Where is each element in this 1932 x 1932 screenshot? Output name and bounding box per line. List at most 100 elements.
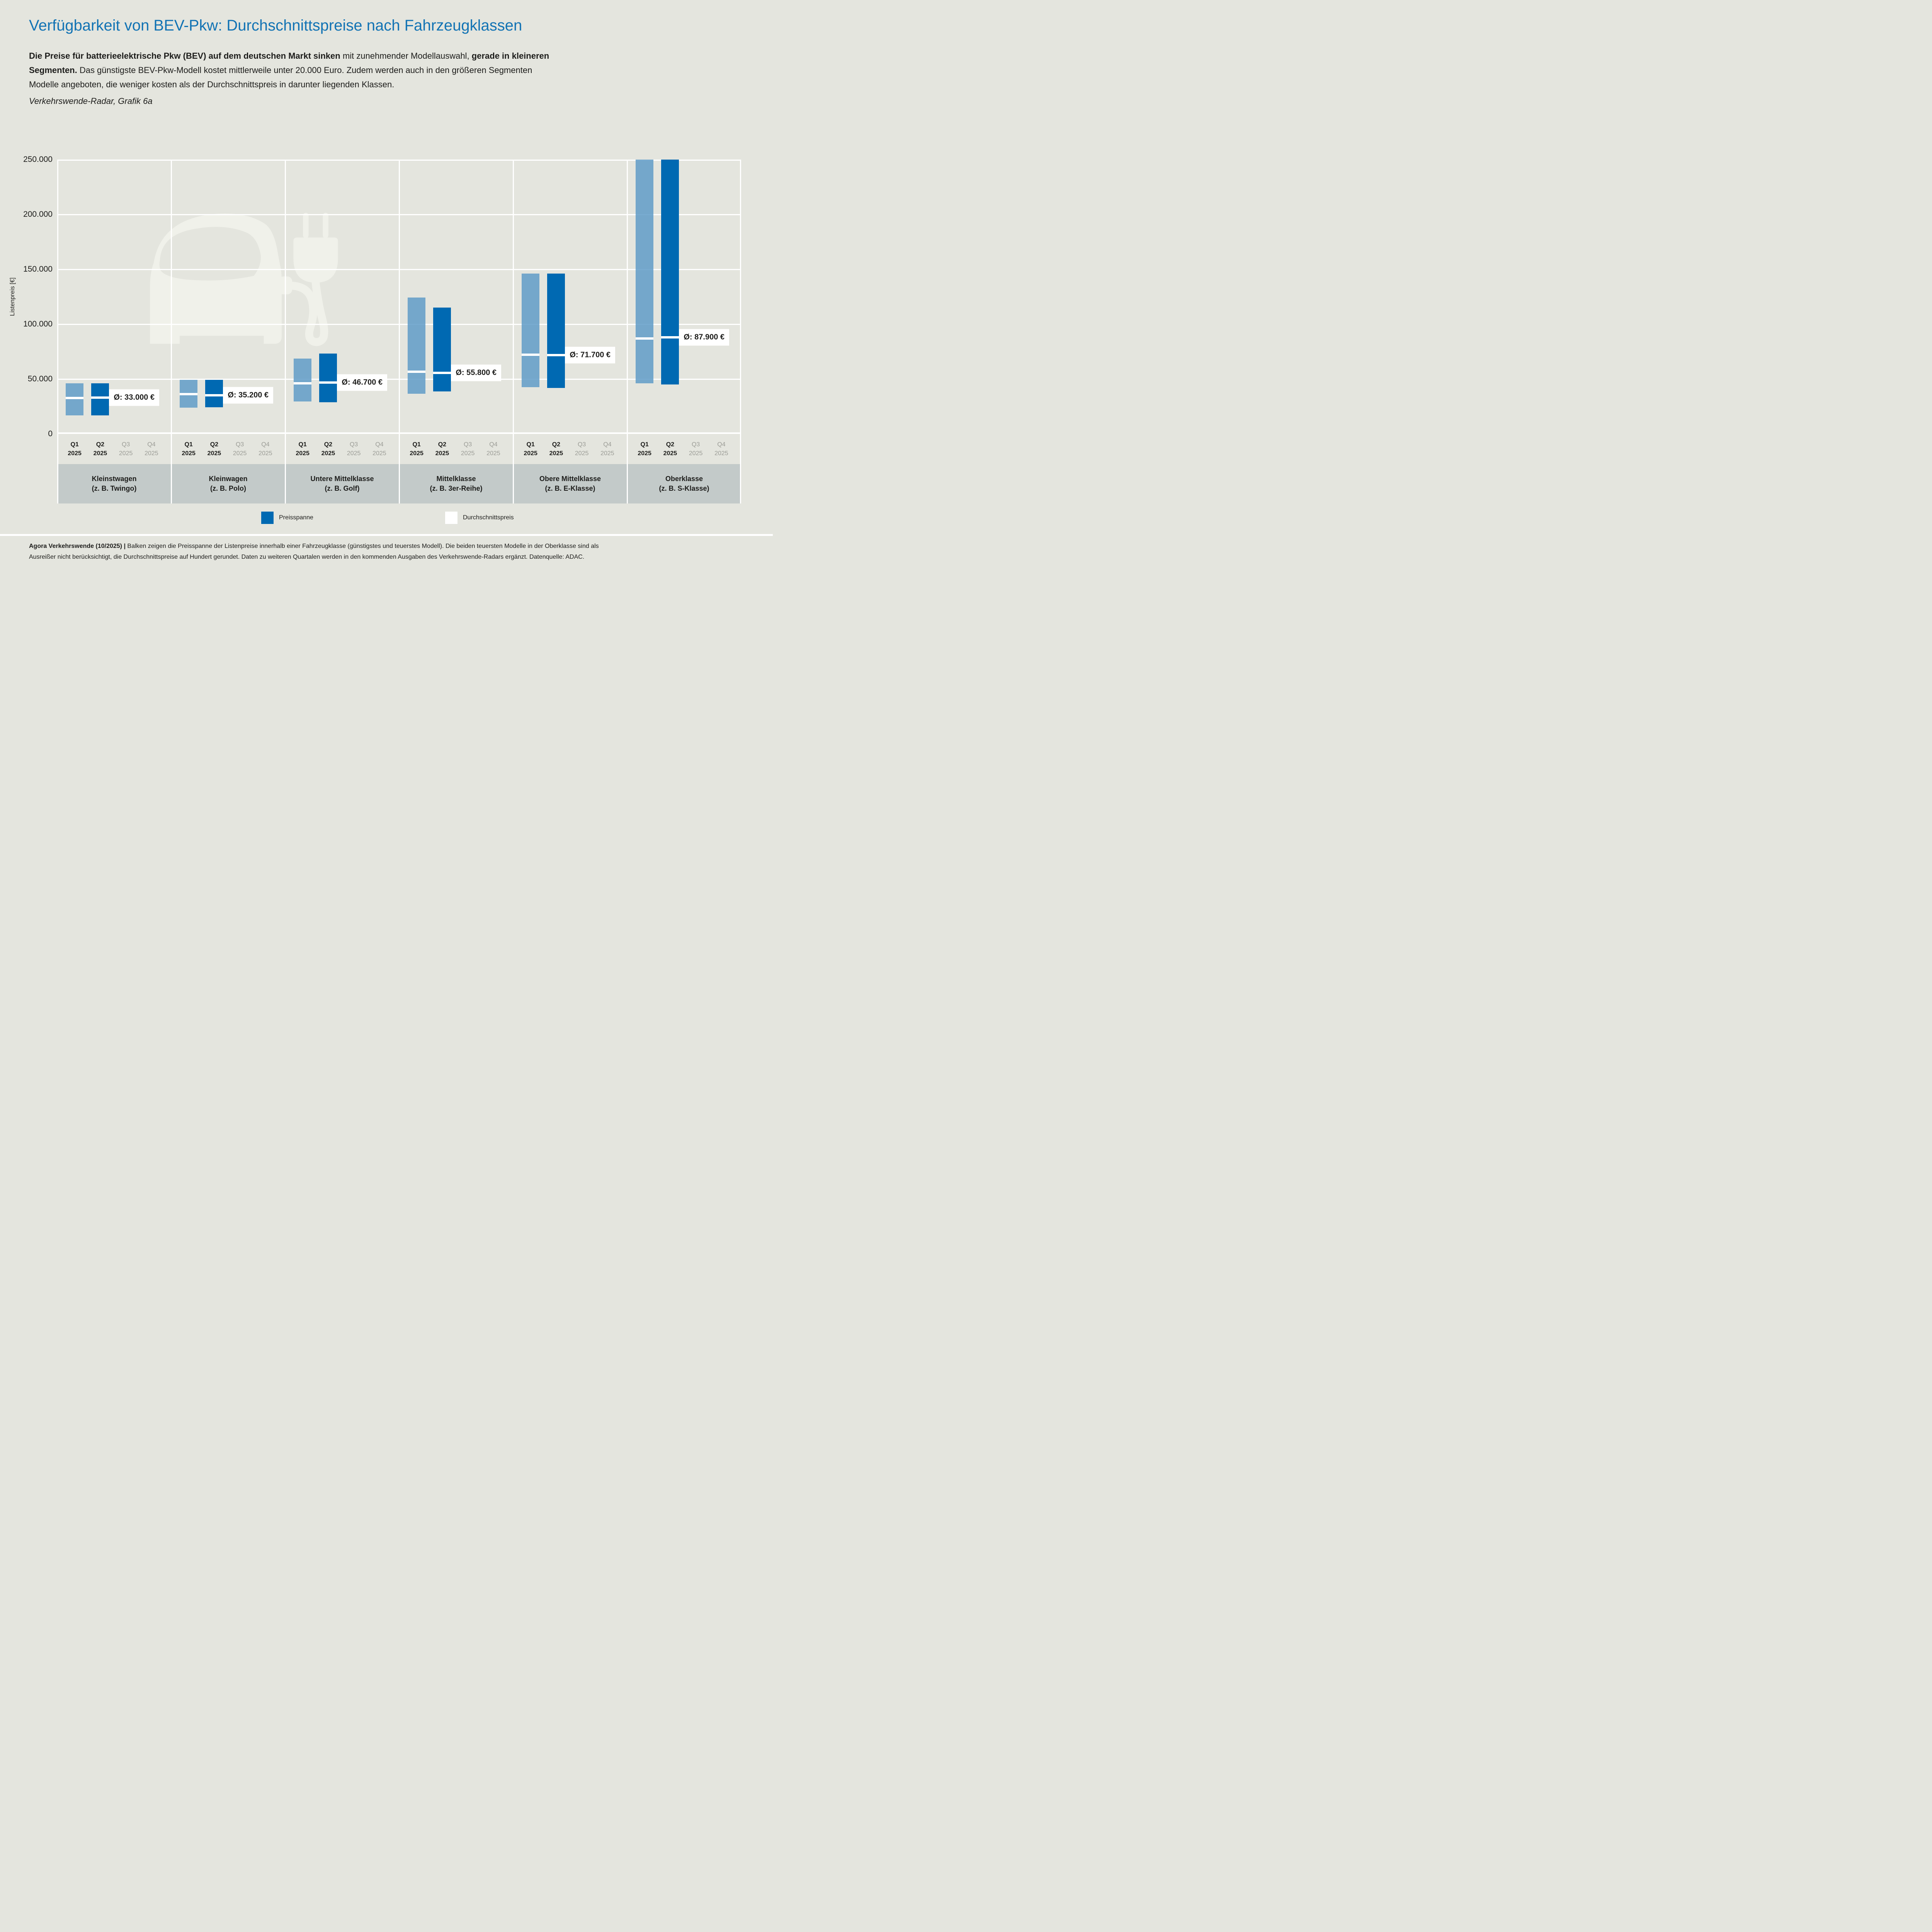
vehicle-class-label: Obere Mittelklasse (z. B. E-Klasse) — [513, 464, 627, 503]
average-price-label: Ø: 46.700 € — [337, 374, 387, 391]
average-price-label: Ø: 87.900 € — [679, 329, 729, 346]
quarter-year: 2025 — [486, 450, 500, 457]
class-name: Untere Mittelklasse — [310, 475, 374, 483]
quarter-label-q3: Q3 2025 — [113, 434, 139, 464]
price-range-bar — [547, 274, 565, 388]
average-price-line — [433, 371, 451, 374]
class-example: (z. B. Polo) — [210, 485, 246, 492]
quarter-label-q2: Q2 2025 — [429, 434, 455, 464]
average-price-line — [522, 353, 540, 356]
footer-line-1-text: Balken zeigen die Preisspanne der Listen… — [127, 543, 599, 549]
quarter-name: Q3 — [235, 441, 244, 448]
quarter-name: Q2 — [666, 441, 675, 448]
average-price-line — [205, 394, 223, 397]
quarter-name: Q4 — [489, 441, 498, 448]
quarter-year: 2025 — [600, 450, 614, 457]
quarter-year: 2025 — [638, 450, 651, 457]
intro-text: Die Preise für batterieelektrische Pkw (… — [29, 49, 549, 92]
legend-item-durchschnittspreis: Durchschnittspreis — [445, 511, 514, 524]
charging-plug-watermark-icon — [288, 213, 338, 346]
class-name: Obere Mittelklasse — [539, 475, 601, 483]
quarter-name: Q1 — [184, 441, 193, 448]
intro-line-3: Modelle angeboten, die weniger kosten al… — [29, 77, 549, 92]
quarter-year: 2025 — [259, 450, 272, 457]
class-name: Oberklasse — [665, 475, 703, 483]
average-price-line — [408, 370, 426, 373]
quarter-year: 2025 — [296, 450, 310, 457]
quarter-name: Q2 — [210, 441, 219, 448]
y-axis-title: Listenpreis [€] — [9, 277, 16, 316]
quarter-axis: Q1 2025 Q2 2025 Q3 2025 Q4 2025 Q1 2025 Q2 2025 Q3 20… — [57, 434, 741, 464]
quarter-label-q3: Q3 2025 — [683, 434, 709, 464]
price-range-bar — [433, 308, 451, 391]
quarter-label-q1: Q1 2025 — [404, 434, 429, 464]
average-price-label: Ø: 55.800 € — [451, 364, 501, 381]
bars-layer: Ø: 33.000 € Ø: 35.200 € Ø: 46.700 € Ø: 55.8… — [57, 160, 741, 434]
class-name: Kleinwagen — [209, 475, 248, 483]
plot-area: Ø: 33.000 € Ø: 35.200 € Ø: 46.700 € Ø: 55.8… — [57, 160, 741, 434]
average-price-label: Ø: 33.000 € — [109, 389, 159, 406]
quarter-name: Q1 — [70, 441, 79, 448]
quarter-label-q2: Q2 2025 — [201, 434, 227, 464]
price-range-bar — [205, 379, 223, 408]
quarter-year: 2025 — [663, 450, 677, 457]
quarter-label-q4: Q4 2025 — [253, 434, 278, 464]
average-price-line — [91, 396, 109, 399]
quarter-name: Q1 — [412, 441, 421, 448]
quarter-label-q1: Q1 2025 — [518, 434, 543, 464]
quarter-year: 2025 — [347, 450, 361, 457]
class-example: (z. B. 3er-Reihe) — [430, 485, 483, 492]
quarter-year: 2025 — [575, 450, 589, 457]
vehicle-class-label: Mittelklasse (z. B. 3er-Reihe) — [399, 464, 513, 503]
quarter-name: Q3 — [121, 441, 130, 448]
quarter-name: Q4 — [717, 441, 726, 448]
quarter-label-q4: Q4 2025 — [139, 434, 164, 464]
page-title: Verfügbarkeit von BEV-Pkw: Durchschnitts… — [29, 17, 522, 34]
ev-charging-watermark — [150, 213, 338, 346]
quarter-name: Q1 — [298, 441, 307, 448]
quarter-label-q1: Q1 2025 — [290, 434, 315, 464]
quarter-year: 2025 — [524, 450, 537, 457]
vehicle-class-label: Oberklasse (z. B. S-Klasse) — [627, 464, 741, 503]
y-tick-label: 0 — [48, 429, 53, 438]
footer-source-bold: Agora Verkehrswende (10/2025) | — [29, 543, 126, 549]
quarter-name: Q4 — [261, 441, 270, 448]
price-range-bar — [319, 354, 337, 402]
class-example: (z. B. Twingo) — [92, 485, 137, 492]
quarter-name: Q4 — [375, 441, 384, 448]
quarter-name: Q2 — [438, 441, 447, 448]
legend-label: Durchschnittspreis — [463, 514, 514, 521]
footer-note: Agora Verkehrswende (10/2025) | Balken z… — [29, 541, 748, 563]
average-price-line — [294, 382, 312, 384]
legend-item-preisspanne: Preisspanne — [261, 511, 313, 524]
y-tick-label: 250.000 — [23, 155, 53, 164]
quarter-name: Q2 — [552, 441, 561, 448]
intro-segment: Segmenten. — [29, 65, 77, 75]
quarter-label-q2: Q2 2025 — [657, 434, 683, 464]
quarter-year: 2025 — [93, 450, 107, 457]
vehicle-class-labels: Kleinstwagen (z. B. Twingo) Kleinwagen (z. … — [57, 464, 741, 503]
quarter-name: Q3 — [349, 441, 358, 448]
quarter-label-q2: Q2 2025 — [315, 434, 341, 464]
price-range-bar — [661, 160, 679, 385]
price-range-bar — [636, 160, 654, 384]
bev-car-watermark-icon — [150, 213, 293, 344]
quarter-year: 2025 — [549, 450, 563, 457]
quarter-label-q3: Q3 2025 — [227, 434, 253, 464]
quarter-name: Q1 — [640, 441, 649, 448]
quarter-label-q4: Q4 2025 — [595, 434, 620, 464]
quarter-name: Q4 — [147, 441, 156, 448]
quarter-name: Q2 — [96, 441, 105, 448]
intro-segment: gerade in kleineren — [471, 51, 549, 61]
quarter-label-q3: Q3 2025 — [569, 434, 595, 464]
class-name: Mittelklasse — [436, 475, 476, 483]
quarter-year: 2025 — [689, 450, 703, 457]
price-range-bar — [408, 297, 426, 394]
class-example: (z. B. Golf) — [325, 485, 360, 492]
average-price-line — [319, 381, 337, 384]
quarter-label-q3: Q3 2025 — [341, 434, 367, 464]
quarter-name: Q2 — [324, 441, 333, 448]
class-example: (z. B. S-Klasse) — [659, 485, 709, 492]
quarter-label-q2: Q2 2025 — [543, 434, 569, 464]
class-name: Kleinstwagen — [92, 475, 137, 483]
